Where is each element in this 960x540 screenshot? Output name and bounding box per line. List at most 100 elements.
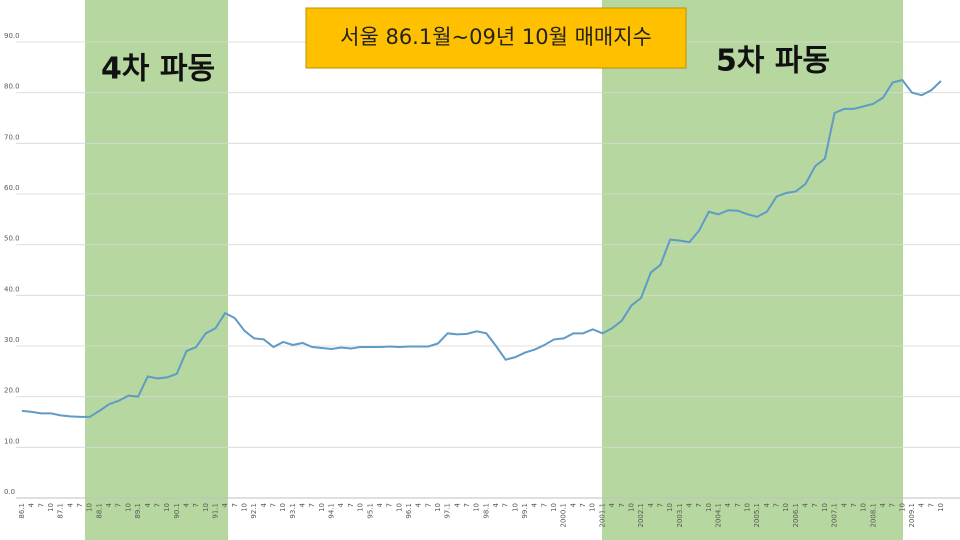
x-tick-label: 7: [850, 503, 858, 507]
x-tick-label: 7: [579, 503, 587, 507]
x-tick-label: 7: [115, 503, 123, 507]
x-tick-label: 7: [502, 503, 510, 507]
x-tick-label: 7: [927, 503, 935, 507]
x-tick-label: 7: [424, 503, 432, 507]
x-tick-label: 7: [231, 503, 239, 507]
x-tick-label: 4: [453, 502, 461, 507]
x-tick-label: 4: [647, 502, 655, 507]
x-tick-label: 7: [153, 503, 161, 507]
x-tick-label: 10: [279, 503, 287, 512]
x-tick-label: 2009.1: [908, 503, 916, 528]
x-tick-label: 87.1: [57, 503, 65, 519]
x-tick-label: 4: [802, 502, 810, 507]
x-tick-label: 94.1: [328, 503, 336, 519]
x-tick-label: 10: [434, 503, 442, 512]
x-tick-label: 98.1: [482, 503, 490, 519]
x-tick-label: 4: [28, 502, 36, 507]
x-tick-label: 4: [260, 502, 268, 507]
title-box: [305, 7, 687, 69]
x-tick-label: 2007.1: [831, 503, 839, 528]
x-tick-label: 10: [550, 503, 558, 512]
x-tick-label: 10: [47, 503, 55, 512]
x-tick-label: 86.1: [18, 503, 26, 519]
x-tick-label: 4: [608, 502, 616, 507]
x-tick-label: 10: [163, 503, 171, 512]
x-tick-label: 4: [415, 502, 423, 507]
x-tick-label: 7: [37, 503, 45, 507]
y-tick-label: 60.0: [4, 184, 20, 192]
x-tick-label: 4: [685, 502, 693, 507]
x-tick-label: 2008.1: [869, 503, 877, 528]
x-tick-label: 90.1: [173, 503, 181, 519]
x-tick-label: 7: [811, 503, 819, 507]
chart-title: 서울 86.1월~09년 10월 매매지수: [340, 25, 652, 49]
x-tick-label: 7: [695, 503, 703, 507]
x-tick-label: 2001.1: [598, 503, 606, 528]
y-tick-label: 80.0: [4, 83, 20, 91]
y-tick-label: 70.0: [4, 133, 20, 141]
x-tick-label: 10: [473, 503, 481, 512]
x-tick-label: 7: [463, 503, 471, 507]
x-tick-label: 10: [240, 503, 248, 512]
x-tick-label: 97.1: [444, 503, 452, 519]
x-tick-label: 93.1: [289, 503, 297, 519]
x-tick-label: 10: [124, 503, 132, 512]
x-tick-label: 89.1: [134, 503, 142, 519]
x-tick-label: 10: [744, 503, 752, 512]
y-tick-label: 10.0: [4, 437, 20, 445]
x-tick-label: 7: [540, 503, 548, 507]
wave-label: 5차 파동: [716, 44, 830, 79]
x-tick-label: 10: [937, 503, 945, 512]
data-line: [21, 78, 942, 418]
x-tick-label: 4: [144, 502, 152, 507]
x-tick-label: 10: [395, 503, 403, 512]
x-tick-label: 10: [821, 503, 829, 512]
x-tick-label: 4: [569, 502, 577, 507]
x-tick-label: 4: [531, 502, 539, 507]
x-tick-label: 10: [589, 503, 597, 512]
x-tick-label: 7: [734, 503, 742, 507]
x-tick-label: 4: [724, 502, 732, 507]
x-tick-label: 10: [627, 503, 635, 512]
wave-label: 4차 파동: [101, 52, 215, 87]
x-tick-label: 4: [105, 502, 113, 507]
x-tick-label: 7: [656, 503, 664, 507]
x-tick-label: 96.1: [405, 503, 413, 519]
y-tick-label: 30.0: [4, 336, 20, 344]
x-tick-label: 7: [386, 503, 394, 507]
x-tick-label: 10: [202, 503, 210, 512]
x-tick-label: 91.1: [211, 503, 219, 519]
x-tick-label: 7: [308, 503, 316, 507]
x-tick-label: 92.1: [250, 503, 258, 519]
x-tick-label: 10: [782, 503, 790, 512]
x-tick-label: 4: [66, 502, 74, 507]
x-tick-label: 4: [840, 502, 848, 507]
x-tick-label: 7: [347, 503, 355, 507]
x-tick-label: 4: [918, 502, 926, 507]
wave-band: [85, 0, 228, 540]
x-tick-label: 7: [76, 503, 84, 507]
x-tick-label: 7: [773, 503, 781, 507]
x-tick-label: 2004.1: [715, 503, 723, 528]
x-tick-label: 7: [618, 503, 626, 507]
y-tick-label: 90.0: [4, 32, 20, 40]
x-tick-label: 2000.1: [560, 503, 568, 528]
x-tick-label: 4: [492, 502, 500, 507]
x-tick-label: 10: [666, 503, 674, 512]
x-tick-label: 2006.1: [792, 503, 800, 528]
x-tick-label: 4: [299, 502, 307, 507]
x-tick-label: 2002.1: [637, 503, 645, 528]
x-tick-label: 2003.1: [676, 503, 684, 528]
y-tick-label: 20.0: [4, 387, 20, 395]
x-tick-label: 10: [357, 503, 365, 512]
x-tick-label: 10: [511, 503, 519, 512]
x-tick-label: 88.1: [95, 503, 103, 519]
x-tick-label: 2005.1: [753, 503, 761, 528]
x-tick-label: 99.1: [521, 503, 529, 519]
x-tick-label: 95.1: [366, 503, 374, 519]
x-tick-label: 7: [889, 503, 897, 507]
x-tick-label: 4: [182, 502, 190, 507]
y-tick-label: 50.0: [4, 235, 20, 243]
